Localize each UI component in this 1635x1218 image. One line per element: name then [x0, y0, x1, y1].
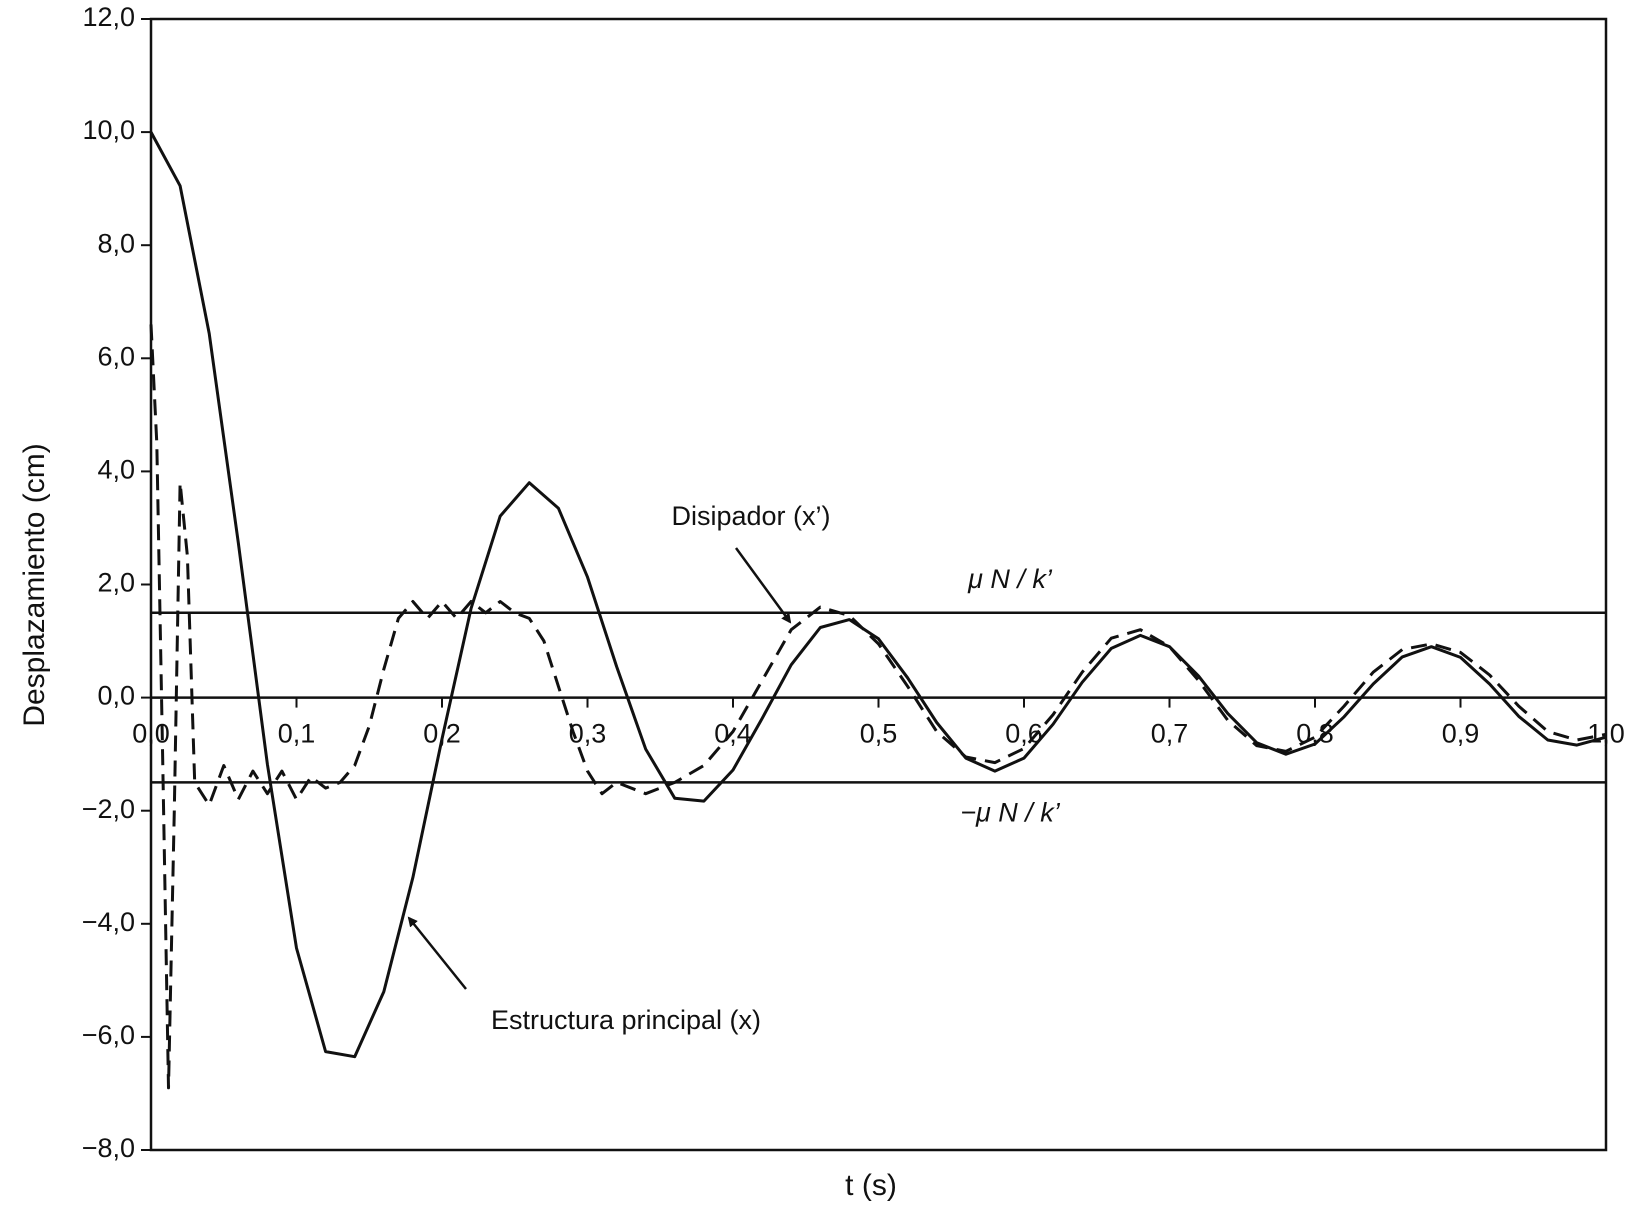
dissipator-annotation: Disipador (x’) [671, 501, 830, 531]
x-tick-label: 0,1 [278, 719, 316, 749]
arrow [407, 916, 467, 990]
x-tick-label: 0,5 [860, 719, 898, 749]
y-tick-label: −6,0 [82, 1020, 135, 1050]
y-tick-label: −2,0 [82, 794, 135, 824]
series-line [149, 324, 1607, 1090]
x-tick-label: 0,9 [1442, 719, 1480, 749]
x-tick-label: 1,0 [1587, 719, 1625, 749]
y-tick-label: −8,0 [82, 1133, 135, 1163]
y-tick-label: 10,0 [82, 115, 135, 145]
y-tick-label: 4,0 [97, 455, 135, 485]
structure-annotation: Estructura principal (x) [491, 1005, 761, 1035]
x-axis-title: t (s) [845, 1169, 897, 1202]
y-tick-label: 8,0 [97, 228, 135, 258]
arrow [734, 547, 792, 624]
x-tick-label: 0,7 [1151, 719, 1189, 749]
y-tick-label: 6,0 [97, 341, 135, 371]
plot-frame [149, 17, 1608, 1152]
reference-label: −μ N / k’ [960, 798, 1061, 828]
x-tick-label: 0,0 [132, 719, 170, 749]
series-line [149, 131, 1607, 1059]
reference-label: μ N / k’ [967, 564, 1053, 594]
y-axis-title: Desplazamiento (cm) [18, 443, 51, 726]
y-tick-label: 12,0 [82, 2, 135, 32]
y-tick-label: 2,0 [97, 568, 135, 598]
y-tick-label: −4,0 [82, 907, 135, 937]
y-tick-label: 0,0 [97, 681, 135, 711]
